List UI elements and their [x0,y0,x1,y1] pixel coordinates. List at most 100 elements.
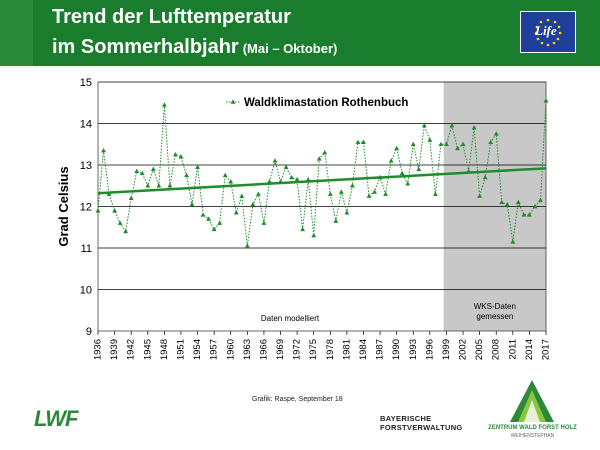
data-point-marker [338,189,344,194]
data-point-marker [444,141,449,147]
data-point-marker [405,181,411,186]
zwfh-logo-line2: WEIHENSTEPHAN [510,433,555,439]
data-point-marker [112,208,117,213]
data-point-marker [471,125,477,130]
data-point-marker [538,197,543,203]
data-point-marker [267,179,272,184]
series-line-rothenbuch [97,100,547,246]
data-point-marker [244,243,250,248]
data-point-marker [322,149,328,155]
data-point-marker [455,145,460,151]
data-point-marker [493,131,499,136]
x-tick-label: 2017 [541,339,552,360]
data-point-marker [399,170,405,176]
x-tick-label: 2011 [507,339,518,359]
data-point-marker [421,122,427,128]
y-tick-label: 10 [80,285,92,297]
data-point-marker [156,183,162,188]
y-tick-label: 9 [86,326,92,338]
slide-title-main: im Sommerhalbjahr [52,36,239,58]
data-point-marker [416,166,422,171]
x-tick-label: 1981 [341,339,352,360]
data-point-marker [488,139,494,144]
x-tick-label: 1954 [192,339,203,360]
annotation-measured-line2: gemessen [476,312,513,321]
data-point-marker [460,141,466,147]
y-tick-label: 15 [80,77,92,89]
lwf-logo: LWF [34,406,78,431]
data-point-marker [283,164,289,169]
data-point-marker [394,145,400,151]
x-tick-label: 1936 [93,339,104,360]
data-point-marker [272,158,278,163]
data-point-marker [101,147,106,153]
data-point-marker [388,158,394,163]
data-point-marker [510,239,516,244]
data-point-marker [255,191,261,196]
data-point-marker [477,193,483,198]
data-point-marker [361,139,366,144]
chart-credit: Grafik: Raspe, September 18 [252,396,343,403]
bay-logo-line1: BAYERISCHE [380,414,432,423]
x-tick-label: 1999 [441,339,452,360]
data-point-marker [366,193,372,198]
data-point-marker [527,212,532,217]
data-point-marker [239,193,245,198]
data-point-marker [432,191,438,196]
data-point-marker [482,174,488,180]
legend-marker-sample [230,99,236,104]
data-point-marker [427,137,433,142]
eu-life-text: Life [535,23,557,38]
data-point-marker [499,199,505,205]
x-tick-label: 1942 [126,339,137,360]
x-tick-label: 1990 [391,339,402,360]
x-tick-label: 1945 [142,339,153,360]
x-tick-label: 1969 [275,339,286,360]
data-point-marker [228,179,234,184]
y-tick-label: 12 [80,202,92,214]
data-point-marker [438,141,444,147]
y-axis-title: Grad Celsius [56,166,71,246]
zentrum-wald-forst-holz-logo: ZENTRUM WALD FORST HOLZ WEIHENSTEPHAN [480,378,585,439]
x-tick-label: 1960 [225,339,236,360]
y-tick-label: 14 [80,119,92,131]
data-point-marker [173,152,178,157]
trend-line [97,167,547,195]
data-point-marker [123,228,129,234]
slide-title-line1: Trend der Lufttemperatur [52,6,291,28]
data-point-marker [327,191,333,196]
data-point-marker [150,166,156,171]
x-tick-label: 2005 [474,339,485,360]
x-tick-label: 1963 [242,339,253,360]
data-point-marker [355,139,361,144]
data-point-marker [289,174,294,180]
zwfh-logo-line1: ZENTRUM WALD FORST HOLZ [488,425,577,431]
x-tick-label: 1984 [358,339,369,360]
y-tick-label: 13 [80,160,92,172]
data-point-marker [161,102,167,107]
data-point-marker [372,189,377,194]
data-point-marker [145,183,151,188]
data-point-marker [178,154,184,159]
bay-logo-line2: FORSTVERWALTUNG [380,423,463,432]
tree-logo-icon [510,380,554,422]
data-point-marker [261,220,267,225]
data-point-marker [184,172,189,178]
x-tick-label: 1975 [308,339,319,360]
data-point-marker [294,176,300,182]
x-tick-label: 1972 [292,339,303,360]
slide-title-line2: im Sommerhalbjahr (Mai – Oktober) [52,36,337,59]
data-point-marker [139,170,145,176]
x-tick-label: 1987 [375,339,386,360]
data-point-marker [222,172,228,178]
header-accent-bar [0,0,33,66]
data-point-marker [350,183,355,188]
x-tick-label: 1948 [159,339,170,360]
annotation-measured-line1: WKS-Daten [474,302,516,311]
data-point-marker [344,210,350,215]
data-point-marker [311,232,317,238]
temperature-chart: 9 10 11 12 13 14 15 1936 1939 1942 1945 1948 1951 195… [56,77,552,360]
legend-label: Waldklimastation Rothenbuch [244,97,408,109]
header-banner: Trend der Lufttemperatur im Sommerhalbja… [0,0,600,66]
data-point-marker [515,199,521,205]
